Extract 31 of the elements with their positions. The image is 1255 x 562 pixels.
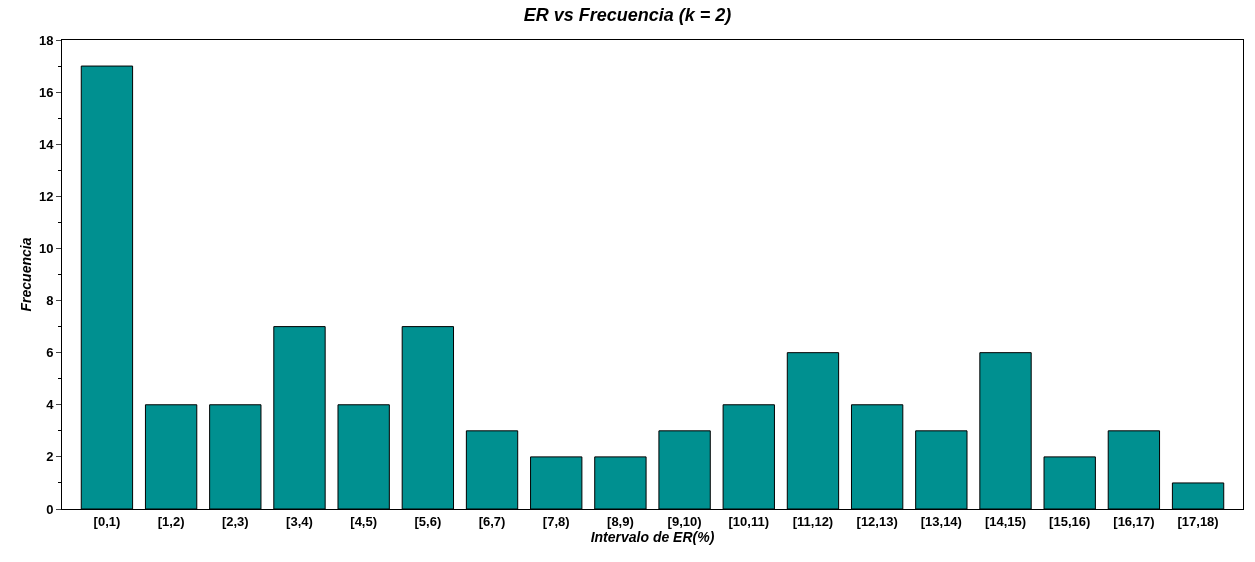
x-tick-label: [15,16): [1049, 513, 1091, 529]
y-tick-label: 0: [46, 501, 54, 517]
x-tick-label: [12,13): [856, 513, 898, 529]
x-tick-label: [3,4): [286, 513, 313, 529]
x-tick-label: [7,8): [542, 513, 570, 529]
y-tick-label: 16: [38, 84, 54, 100]
x-axis-title: Intervalo de ER(%): [590, 528, 715, 545]
x-tick-label: [8,9): [607, 513, 634, 529]
y-tick-label: 10: [38, 240, 54, 256]
x-tick-label: [13,14): [920, 513, 962, 529]
y-tick-label: 8: [46, 293, 54, 309]
x-tick-label: [6,7): [478, 513, 506, 529]
x-tick-label: [9,10): [667, 513, 702, 529]
x-tick-label: [1,2): [157, 513, 185, 529]
x-tick-label: [14,15): [984, 513, 1027, 529]
y-tick-label: 4: [46, 397, 55, 413]
x-tick-label: [16,17): [1113, 513, 1155, 529]
x-tick-label: [5,6): [414, 513, 442, 529]
y-tick-label: 18: [38, 32, 54, 48]
x-tick-label: [0,1): [93, 513, 121, 529]
x-tick-label: [10,11): [728, 513, 770, 529]
y-tick-label: 14: [38, 136, 55, 152]
x-tick-label: [17,18): [1177, 513, 1219, 529]
x-tick-label: [2,3): [221, 513, 249, 529]
y-axis-title: Frecuencia: [17, 237, 34, 312]
chart-title: ER vs Frecuencia (k = 2): [523, 5, 732, 26]
y-tick-label: 6: [46, 345, 54, 361]
y-tick-label: 2: [46, 449, 54, 465]
y-tick-label: 12: [38, 188, 54, 204]
x-tick-label: [11,12): [792, 513, 834, 529]
x-tick-label: [4,5): [350, 513, 378, 529]
